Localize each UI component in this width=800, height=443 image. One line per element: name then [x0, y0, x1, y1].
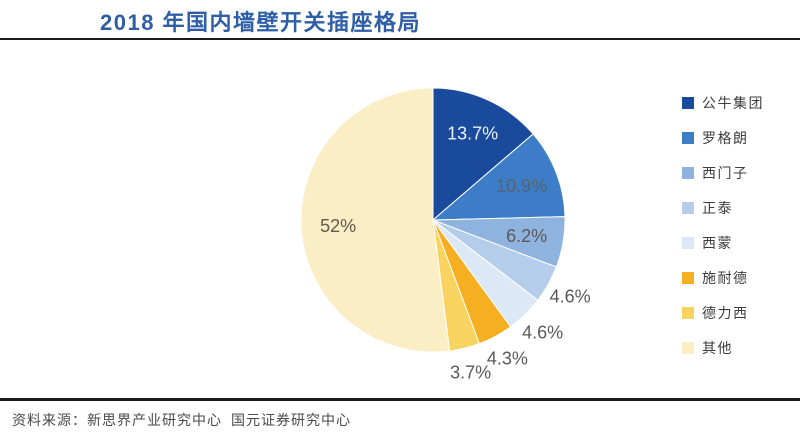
legend-label: 罗格朗: [702, 129, 749, 146]
bottom-divider: [0, 398, 800, 401]
legend-item-2: 罗格朗: [682, 120, 764, 155]
legend-item-4: 正泰: [682, 190, 764, 225]
chart-legend: 公牛集团罗格朗西门子正泰西蒙施耐德德力西其他: [682, 85, 764, 365]
pie-label-4: 4.6%: [550, 287, 591, 307]
chart-title: 2018 年国内墙壁开关插座格局: [100, 10, 422, 35]
legend-swatch-icon: [682, 271, 694, 284]
legend-swatch-icon: [682, 201, 694, 214]
legend-label: 西蒙: [702, 234, 733, 251]
pie-label-7: 3.7%: [450, 363, 491, 383]
pie-label-8: 52%: [320, 216, 356, 236]
legend-swatch-icon: [682, 131, 694, 144]
legend-label: 德力西: [702, 304, 749, 321]
legend-swatch-icon: [682, 166, 694, 179]
legend-item-8: 其他: [682, 330, 764, 365]
legend-swatch-icon: [682, 96, 694, 109]
top-divider: [0, 38, 800, 40]
source-note: 资料来源：新思界产业研究中心 国元证券研究中心: [12, 414, 351, 429]
legend-label: 正泰: [702, 199, 733, 216]
legend-label: 施耐德: [702, 269, 749, 286]
legend-item-3: 西门子: [682, 155, 764, 190]
legend-item-6: 施耐德: [682, 260, 764, 295]
pie-label-3: 6.2%: [506, 226, 547, 246]
pie-slice-8: [300, 87, 451, 353]
legend-swatch-icon: [682, 306, 694, 319]
pie-label-2: 10.9%: [496, 176, 547, 196]
pie-slice-1: [432, 87, 534, 222]
legend-swatch-icon: [682, 236, 694, 249]
legend-label: 公牛集团: [702, 94, 764, 111]
legend-item-1: 公牛集团: [682, 85, 764, 120]
pie-label-5: 4.6%: [522, 322, 563, 342]
legend-label: 西门子: [702, 164, 749, 181]
legend-label: 其他: [702, 339, 733, 356]
figure-header: 2018 年国内墙壁开关插座格局: [0, 0, 800, 38]
legend-swatch-icon: [682, 341, 694, 354]
pie-label-1: 13.7%: [447, 124, 498, 144]
pie-slice-2: [431, 133, 566, 221]
legend-item-7: 德力西: [682, 295, 764, 330]
legend-item-5: 西蒙: [682, 225, 764, 260]
pie-label-6: 4.3%: [487, 348, 528, 368]
